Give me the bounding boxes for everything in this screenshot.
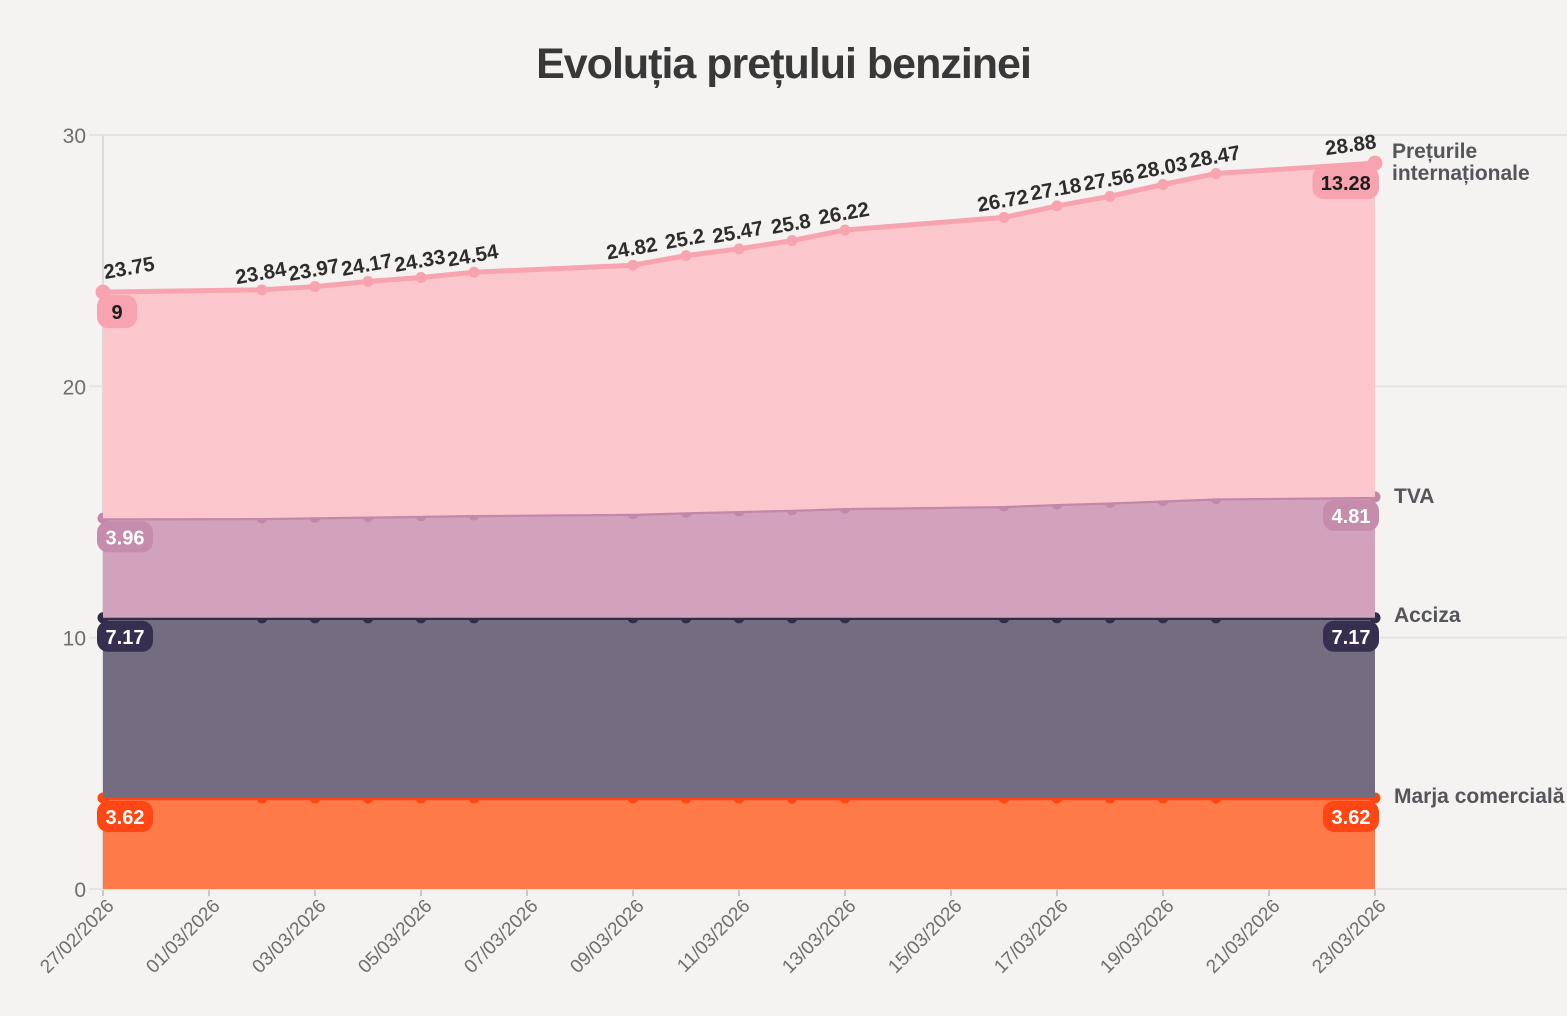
x-axis-tick-label: 01/03/2026 bbox=[142, 896, 224, 978]
chart-title: Evoluția prețului benzinei bbox=[536, 40, 1032, 88]
badge-last-0-bg bbox=[1323, 801, 1379, 833]
x-axis-tick-label: 17/03/2026 bbox=[990, 896, 1072, 978]
y-axis-tick-label: 10 bbox=[63, 628, 86, 651]
badge-last-1-bg bbox=[1323, 620, 1379, 652]
marker-3 bbox=[415, 272, 427, 284]
badge-first-3-bg bbox=[97, 295, 137, 329]
x-axis-tick-label: 21/03/2026 bbox=[1202, 896, 1284, 978]
marker-3 bbox=[733, 243, 745, 255]
y-axis-tick-label: 0 bbox=[74, 879, 86, 902]
series-label-international: Prețurile internaționale bbox=[1392, 140, 1530, 186]
total-data-label: 25.47 bbox=[711, 217, 766, 249]
badge-first-0-bg bbox=[97, 801, 153, 833]
x-axis-tick-label: 07/03/2026 bbox=[460, 896, 542, 978]
total-data-label: 24.33 bbox=[393, 245, 448, 277]
badge-last-0-text: 3.62 bbox=[1332, 807, 1371, 829]
badge-last-3-text: 13.28 bbox=[1321, 173, 1371, 195]
area-1 bbox=[103, 617, 1375, 798]
y-axis-tick-label: 20 bbox=[63, 376, 86, 399]
badge-first-1-bg bbox=[97, 620, 153, 652]
x-axis-tick-label: 13/03/2026 bbox=[778, 896, 860, 978]
marker-3 bbox=[680, 250, 692, 262]
x-axis-tick-label: 19/03/2026 bbox=[1096, 896, 1178, 978]
marker-3 bbox=[1210, 167, 1222, 179]
total-data-label: 26.22 bbox=[817, 198, 872, 230]
marker-3 bbox=[998, 211, 1010, 223]
series-label-acciza: Acciza bbox=[1394, 604, 1461, 627]
badge-last-2-text: 4.81 bbox=[1332, 506, 1371, 528]
badge-first-3-text: 9 bbox=[111, 302, 122, 324]
series-label-tva: TVA bbox=[1394, 485, 1435, 508]
x-axis-tick-label: 23/03/2026 bbox=[1308, 896, 1390, 978]
total-data-label: 23.97 bbox=[287, 254, 342, 286]
badge-first-1-text: 7.17 bbox=[106, 627, 145, 649]
marker-3 bbox=[1157, 179, 1169, 191]
x-axis-tick-label: 03/03/2026 bbox=[248, 896, 330, 978]
x-axis-tick-label: 15/03/2026 bbox=[884, 896, 966, 978]
badge-last-3-bg bbox=[1312, 166, 1379, 200]
marker-3 bbox=[1104, 190, 1116, 202]
total-data-label: 25.8 bbox=[769, 209, 812, 239]
marker-3 bbox=[786, 235, 798, 247]
marker-3 bbox=[468, 266, 480, 278]
total-data-label: 24.54 bbox=[446, 240, 501, 272]
x-axis-tick-label: 09/03/2026 bbox=[566, 896, 648, 978]
badge-last-2-bg bbox=[1323, 499, 1379, 531]
badge-first-2-bg bbox=[97, 521, 153, 553]
y-axis-tick-label: 30 bbox=[63, 125, 86, 148]
total-data-label: 28.47 bbox=[1188, 141, 1243, 173]
area-0 bbox=[103, 798, 1375, 889]
area-2 bbox=[103, 496, 1375, 618]
series-label-marja: Marja comercială bbox=[1394, 785, 1565, 808]
total-data-label: 23.75 bbox=[102, 252, 157, 284]
marker-3 bbox=[1051, 200, 1063, 212]
badge-last-1-text: 7.17 bbox=[1332, 627, 1371, 649]
x-axis-tick-label: 11/03/2026 bbox=[673, 896, 754, 977]
marker-3 bbox=[362, 276, 374, 288]
x-axis-tick-label: 05/03/2026 bbox=[354, 896, 436, 978]
x-axis-tick-label: 27/02/2026 bbox=[36, 896, 118, 978]
marker-3 bbox=[839, 224, 851, 236]
marker-3 bbox=[256, 284, 268, 296]
total-data-label: 25.2 bbox=[663, 224, 706, 254]
badge-first-2-text: 3.96 bbox=[106, 527, 145, 549]
marker-3 bbox=[627, 259, 639, 271]
total-data-label: 24.17 bbox=[340, 249, 395, 281]
marker-3 bbox=[309, 281, 321, 293]
badge-first-0-text: 3.62 bbox=[106, 807, 145, 829]
area-3 bbox=[103, 163, 1375, 519]
total-data-label: 23.84 bbox=[234, 258, 289, 290]
